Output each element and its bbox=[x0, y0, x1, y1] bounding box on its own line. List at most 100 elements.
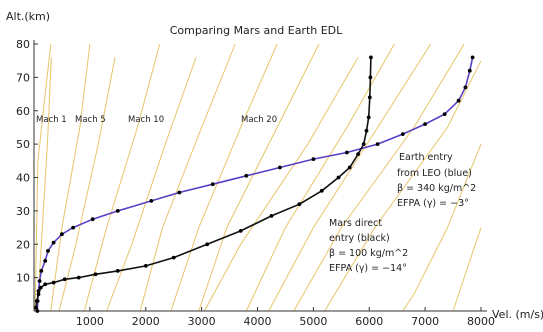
mach-line-13 bbox=[324, 60, 482, 312]
series-1-point-17 bbox=[93, 272, 98, 277]
x-tick-label-1000: 1000 bbox=[76, 315, 104, 328]
x-tick-label-6000: 6000 bbox=[355, 315, 383, 328]
earth-annotation: Earth entry from LEO (blue) β = 340 kg/m… bbox=[397, 152, 476, 209]
series-0-point-13 bbox=[177, 190, 182, 195]
y-tick-label-60: 60 bbox=[16, 105, 30, 118]
x-tick-label-5000: 5000 bbox=[299, 315, 327, 328]
series-1-point-3 bbox=[366, 115, 371, 120]
y-axis-label: Alt.(km) bbox=[6, 10, 50, 23]
series-0-point-12 bbox=[210, 182, 215, 187]
series-1-point-7 bbox=[347, 165, 352, 170]
series-0-point-15 bbox=[115, 209, 120, 213]
x-tick-label-7000: 7000 bbox=[411, 315, 439, 328]
earth-annotation-line-2: from LEO (blue) bbox=[397, 168, 472, 179]
series-0-point-11 bbox=[244, 173, 249, 178]
mach-label-1: Mach 1 bbox=[36, 115, 67, 125]
mach-line-1 bbox=[58, 57, 116, 312]
series-0-point-2 bbox=[463, 85, 468, 90]
series-1-point-10 bbox=[297, 202, 302, 207]
y-tick-label-80: 80 bbox=[16, 38, 30, 51]
series-0-point-1 bbox=[467, 68, 472, 73]
y-tick-label-10: 10 bbox=[16, 272, 30, 285]
mars-annotation-line-3: β = 100 kg/m^2 bbox=[329, 248, 408, 259]
series-0-point-16 bbox=[90, 217, 95, 222]
mach-line-3 bbox=[203, 57, 359, 312]
series-1-point-0 bbox=[369, 55, 373, 60]
series-1-point-9 bbox=[319, 188, 324, 193]
series-1-point-15 bbox=[143, 264, 148, 268]
series-0-point-9 bbox=[311, 157, 316, 162]
series-1-point-13 bbox=[205, 242, 210, 247]
mach-line-15 bbox=[452, 227, 482, 312]
series-0-point-0 bbox=[470, 55, 475, 60]
series-mars bbox=[34, 55, 373, 310]
series-0-point-21 bbox=[43, 259, 48, 263]
series-1-point-24 bbox=[34, 299, 39, 303]
series-0-point-10 bbox=[278, 165, 282, 170]
y-tick-label-30: 30 bbox=[16, 205, 30, 218]
mach-line-6 bbox=[83, 43, 161, 312]
earth-annotation-line-1: Earth entry bbox=[399, 152, 453, 163]
series-0-point-19 bbox=[51, 240, 56, 245]
series-1-point-20 bbox=[51, 280, 56, 285]
series-0-point-3 bbox=[456, 98, 461, 103]
series-1-point-11 bbox=[269, 214, 274, 218]
series-1-point-12 bbox=[238, 229, 243, 233]
mach-line-2 bbox=[106, 57, 197, 312]
mach-line-14 bbox=[402, 143, 482, 312]
series-1-point-18 bbox=[76, 275, 81, 280]
series-1-point-22 bbox=[38, 285, 43, 290]
series-1-point-1 bbox=[368, 75, 373, 80]
series-1-point-19 bbox=[62, 277, 67, 282]
series-1-point-25 bbox=[34, 305, 38, 310]
x-tick-label-2000: 2000 bbox=[132, 315, 160, 328]
series-0-point-17 bbox=[71, 225, 75, 230]
chart-title: Comparing Mars and Earth EDL bbox=[170, 24, 343, 37]
series-0-point-4 bbox=[442, 112, 447, 116]
x-tick-label-8000: 8000 bbox=[467, 315, 495, 328]
mars-annotation-line-2: entry (black) bbox=[329, 233, 390, 244]
y-tick-label-50: 50 bbox=[16, 138, 30, 151]
mach-line-8 bbox=[170, 43, 278, 312]
mars-annotation: Mars direct entry (black) β = 100 kg/m^2… bbox=[329, 218, 408, 274]
series-0-point-14 bbox=[149, 199, 154, 203]
mars-annotation-line-4: EFPA (γ) = −14° bbox=[329, 263, 407, 274]
mach-line-0 bbox=[36, 57, 52, 312]
mach-line-4 bbox=[34, 43, 52, 312]
x-tick-label-4000: 4000 bbox=[244, 315, 272, 328]
y-tick-label-20: 20 bbox=[16, 238, 30, 251]
mach-label-20: Mach 20 bbox=[241, 115, 277, 125]
mach-line-11 bbox=[268, 43, 432, 312]
earth-annotation-line-3: β = 340 kg/m^2 bbox=[397, 183, 476, 194]
axes bbox=[33, 40, 487, 312]
x-axis-label: Vel. (m/s) bbox=[492, 308, 543, 321]
series-1-point-5 bbox=[361, 142, 366, 147]
series-1-point-21 bbox=[43, 282, 48, 287]
series bbox=[34, 55, 475, 313]
y-tick-label-40: 40 bbox=[16, 172, 30, 185]
earth-annotation-line-4: EFPA (γ) = −3° bbox=[397, 198, 469, 209]
series-1-point-23 bbox=[36, 292, 41, 297]
series-0-point-7 bbox=[375, 142, 380, 147]
y-tick-label-70: 70 bbox=[16, 71, 30, 84]
axis-ticks: 1000 2000 3000 4000 5000 6000 7000 8000 10 20 30 40… bbox=[16, 38, 495, 328]
series-1-point-8 bbox=[336, 175, 341, 180]
mach-line-12 bbox=[293, 43, 465, 312]
mach-line-5 bbox=[50, 43, 91, 312]
series-1-point-14 bbox=[171, 255, 176, 260]
series-0-point-26 bbox=[35, 309, 40, 313]
series-1-point-16 bbox=[115, 269, 120, 273]
series-0-point-23 bbox=[37, 279, 42, 283]
series-0-point-8 bbox=[345, 150, 349, 155]
mars-annotation-line-1: Mars direct bbox=[329, 218, 382, 229]
series-0-point-5 bbox=[423, 122, 427, 126]
x-tick-label-3000: 3000 bbox=[188, 315, 216, 328]
series-0-point-22 bbox=[39, 269, 44, 273]
series-0-point-18 bbox=[60, 232, 64, 237]
series-1-point-6 bbox=[356, 152, 360, 157]
mach-label-10: Mach 10 bbox=[128, 115, 164, 125]
mach-label-5: Mach 5 bbox=[75, 115, 106, 125]
series-0-point-6 bbox=[400, 132, 405, 137]
